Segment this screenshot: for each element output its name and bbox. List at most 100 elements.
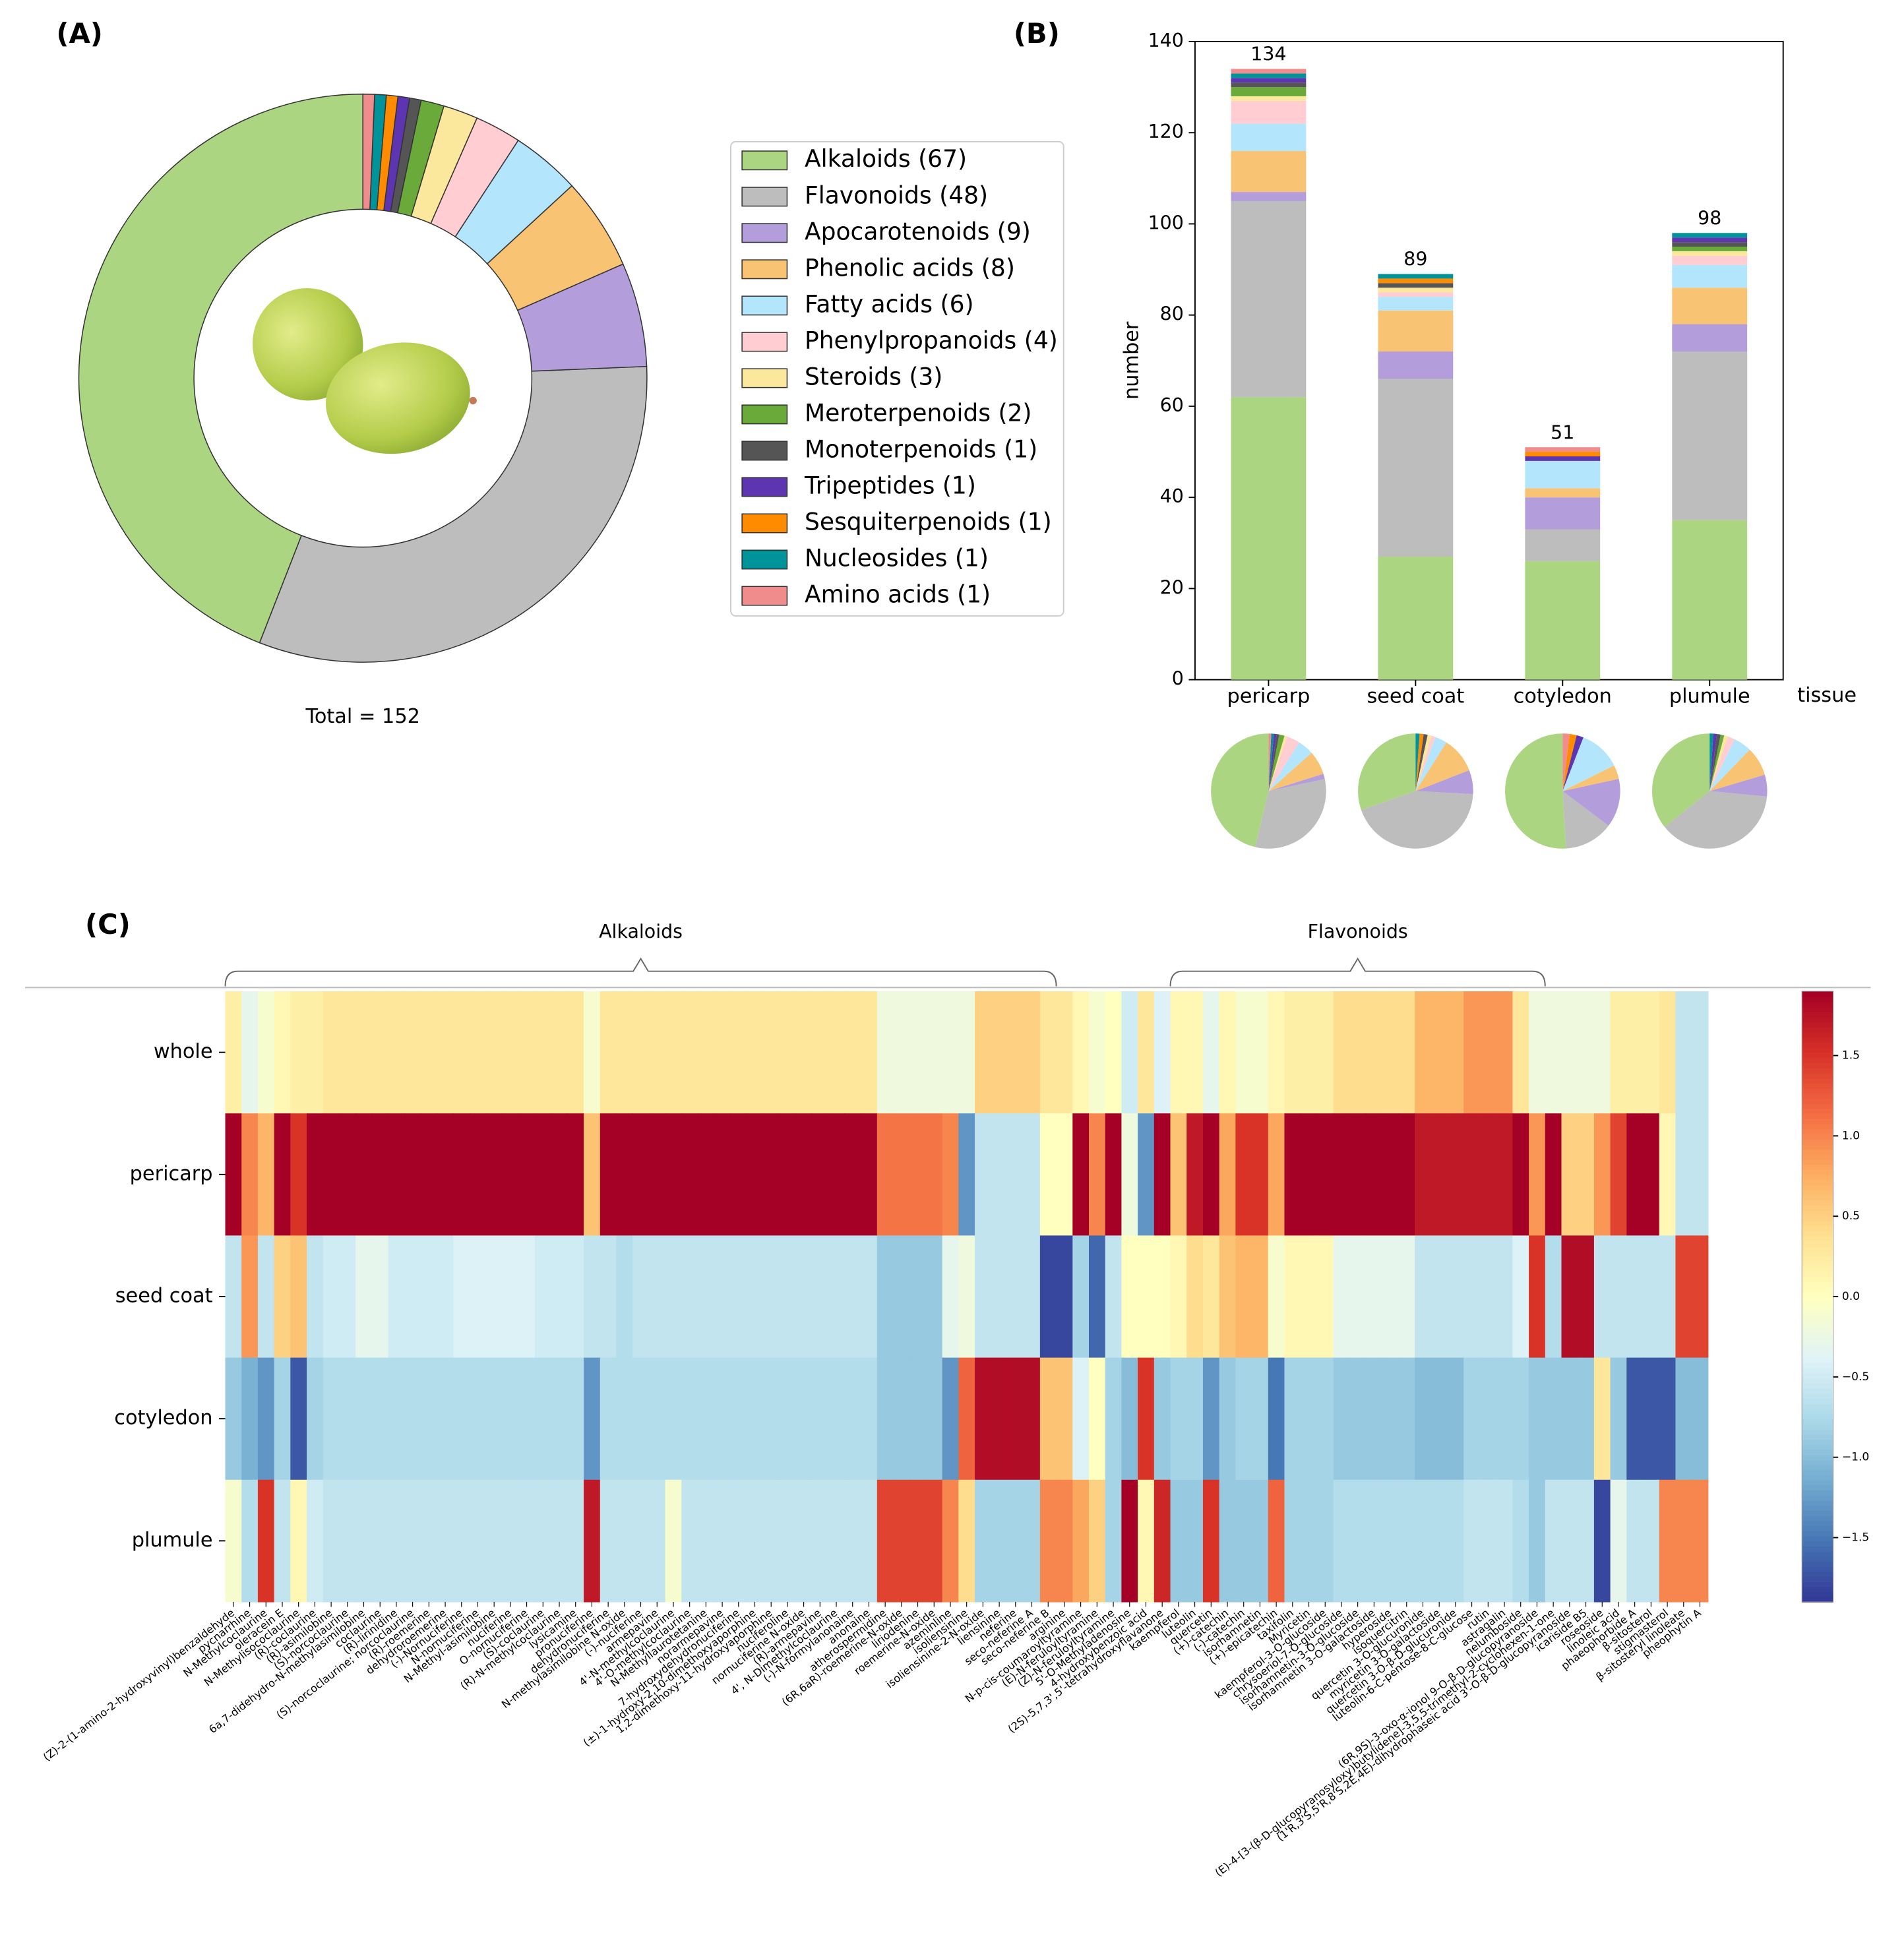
tissue-pie-slice (1562, 778, 1620, 826)
heatmap-cell (1463, 1235, 1481, 1359)
colorbar-step (1802, 1434, 1833, 1440)
heatmap-cell (470, 1357, 487, 1481)
colorbar-step (1802, 1541, 1833, 1547)
heatmap-cell (1447, 1357, 1464, 1481)
heatmap-cell (1415, 1357, 1432, 1481)
heatmap-cell (1072, 1235, 1090, 1359)
row-label: pericarp (130, 1162, 213, 1185)
colorbar-step (1802, 1297, 1833, 1302)
heatmap-cell (1024, 991, 1041, 1114)
legend-label: Apocarotenoids (9) (805, 218, 1031, 245)
colorbar-step (1802, 1169, 1833, 1175)
heatmap-cell (1121, 1357, 1138, 1481)
tissue-pie-slice (1415, 735, 1432, 791)
heatmap-cell (470, 1113, 487, 1237)
colorbar-step (1802, 1586, 1833, 1593)
heatmap-cell (779, 1479, 796, 1603)
colorbar-step (1802, 1357, 1833, 1364)
legend-swatch (741, 477, 788, 497)
heatmap-cell (1675, 1113, 1692, 1237)
colorbar-step (1802, 1113, 1833, 1119)
colorbar-step (1802, 1072, 1833, 1079)
heatmap-cell (861, 1479, 878, 1603)
bar-segment (1378, 351, 1454, 379)
heatmap-cell (811, 1235, 829, 1359)
heatmap-cell (1186, 1113, 1204, 1237)
heatmap-cell (747, 1357, 764, 1481)
y-tick-label: 100 (1148, 212, 1184, 233)
tissue-pie-slice (1709, 736, 1735, 791)
heatmap-cell (1024, 1235, 1041, 1359)
heatmap-cell (241, 1113, 259, 1237)
heatmap-cell (355, 1113, 373, 1237)
heatmap-cell (877, 1357, 894, 1481)
heatmap-cell (1366, 1479, 1383, 1603)
colorbar-step (1802, 1312, 1833, 1318)
heatmap-cell (421, 1357, 438, 1481)
heatmap-cell (290, 1479, 307, 1603)
heatmap-cell (975, 1479, 992, 1603)
tissue-pie-slice (1562, 791, 1609, 849)
heatmap-cell (1039, 1479, 1057, 1603)
heatmap-cell (975, 991, 992, 1114)
panel-label: (C) (85, 908, 131, 940)
heatmap-cell (453, 1113, 470, 1237)
colorbar-step (1802, 1530, 1833, 1537)
legend-box (730, 140, 1064, 617)
x-tick-label: seed coat (1367, 685, 1464, 708)
heatmap-cell (371, 1235, 389, 1359)
colorbar-step (1802, 1118, 1833, 1124)
heatmap-cell (828, 1479, 845, 1603)
heatmap-cell (828, 1235, 845, 1359)
heatmap-cell (355, 1235, 373, 1359)
heatmap-cell (470, 991, 487, 1114)
heatmap-cell (909, 1113, 927, 1237)
legend-label: Flavonoids (48) (805, 182, 988, 209)
heatmap-cell (975, 1235, 992, 1359)
heatmap-cell (795, 1235, 813, 1359)
legend-swatch (741, 223, 788, 243)
heatmap-cell (1593, 1357, 1611, 1481)
heatmap-cell (1284, 1235, 1301, 1359)
heatmap-cell (1692, 1235, 1709, 1359)
plot-frame (1194, 41, 1784, 681)
tissue-pie-slice (1268, 774, 1325, 791)
heatmap-cell (730, 1235, 747, 1359)
heatmap-cell (991, 1113, 1008, 1237)
heatmap-cell (1007, 1235, 1024, 1359)
heatmap-cell (632, 1357, 650, 1481)
heatmap-cell (714, 1357, 731, 1481)
colorbar-step (1802, 1281, 1833, 1287)
heatmap-cell (437, 1113, 454, 1237)
heatmap-cell (1056, 1235, 1073, 1359)
heatmap-cell (1415, 1479, 1432, 1603)
heatmap-cell (1382, 991, 1399, 1114)
colorbar-step (1802, 1546, 1833, 1552)
colorbar-step (1802, 1037, 1833, 1043)
heatmap-cell (1301, 1235, 1318, 1359)
heatmap-cell (665, 1479, 682, 1603)
bar-segment (1231, 78, 1307, 83)
group-bracket (224, 957, 1057, 987)
heatmap-cell (371, 991, 389, 1114)
heatmap-cell (1007, 1113, 1024, 1237)
colorbar-step (1802, 1098, 1833, 1104)
colorbar-step (1802, 1057, 1833, 1064)
heatmap-cell (470, 1235, 487, 1359)
bar-segment (1378, 292, 1454, 297)
heatmap-cell (371, 1113, 389, 1237)
colorbar-step (1802, 1230, 1833, 1237)
tissue-pie-slice (1415, 733, 1424, 791)
heatmap-cell (958, 991, 975, 1114)
colorbar-step (1802, 1413, 1833, 1420)
heatmap-cell (795, 1357, 813, 1481)
colorbar-step (1802, 1419, 1833, 1424)
heatmap-cell (567, 1357, 584, 1481)
colorbar-step (1802, 1031, 1833, 1038)
heatmap-cell (1512, 1113, 1529, 1237)
heatmap-cell (1382, 1357, 1399, 1481)
heatmap-cell (1626, 991, 1644, 1114)
colorbar-step (1802, 1153, 1833, 1160)
heatmap-cell (681, 1113, 698, 1237)
